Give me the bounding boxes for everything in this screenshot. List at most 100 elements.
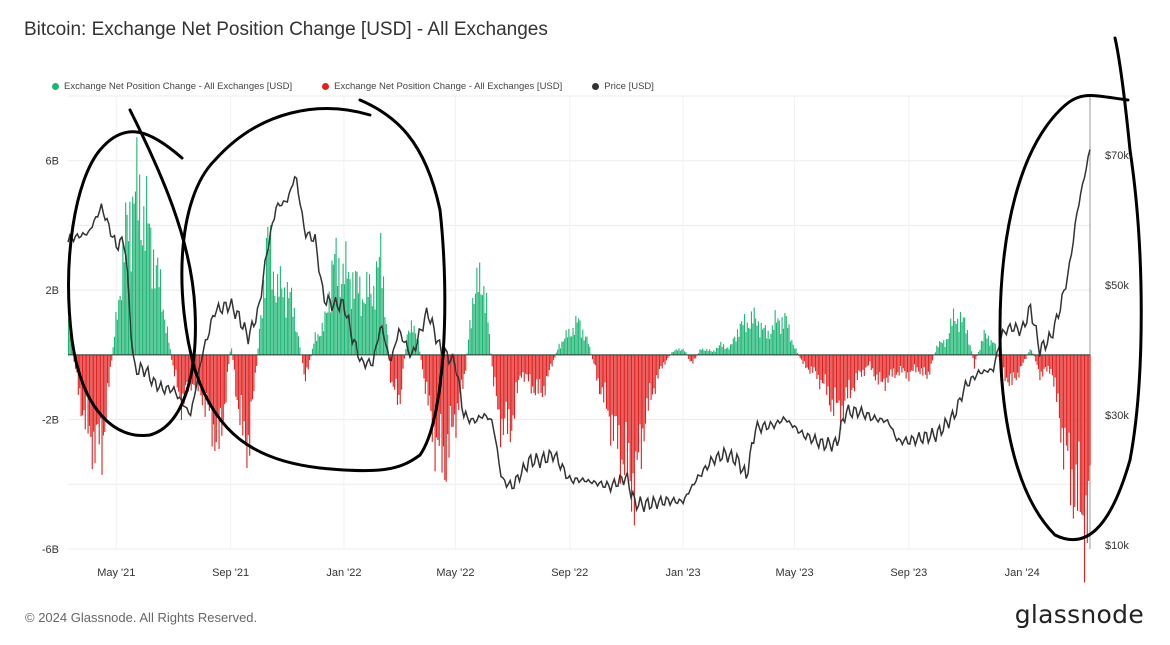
bar-inflow bbox=[257, 348, 259, 355]
bar-outflow bbox=[972, 354, 974, 358]
bar-outflow bbox=[90, 354, 92, 437]
bar-outflow bbox=[604, 354, 606, 383]
bar-inflow bbox=[745, 332, 747, 355]
bar-outflow bbox=[465, 354, 467, 371]
y-left-tick-label: -6B bbox=[42, 544, 59, 556]
bar-outflow bbox=[667, 354, 669, 359]
bar-outflow bbox=[242, 354, 244, 436]
bar-outflow bbox=[823, 354, 825, 384]
bar-outflow bbox=[821, 354, 824, 384]
bar-outflow bbox=[1036, 354, 1038, 365]
bar-inflow bbox=[939, 341, 941, 355]
bar-outflow bbox=[533, 354, 535, 393]
bar-outflow bbox=[530, 354, 532, 394]
bar-outflow bbox=[1076, 354, 1079, 511]
bar-outflow bbox=[1040, 354, 1042, 372]
bar-outflow bbox=[653, 354, 655, 389]
bar-outflow bbox=[812, 354, 814, 373]
chart-legend: Exchange Net Position Change - All Excha… bbox=[52, 81, 684, 92]
bar-outflow bbox=[632, 354, 634, 474]
bar-outflow bbox=[304, 354, 307, 382]
bar-inflow bbox=[736, 329, 739, 355]
x-tick-label: Jan '24 bbox=[1005, 567, 1040, 579]
bar-outflow bbox=[536, 354, 538, 380]
bar-outflow bbox=[898, 354, 900, 376]
bar-outflow bbox=[806, 354, 808, 368]
bar-inflow bbox=[72, 352, 74, 355]
legend-swatch-red bbox=[322, 83, 330, 90]
bar-inflow bbox=[766, 338, 768, 355]
bar-outflow bbox=[629, 354, 631, 482]
bar-inflow bbox=[148, 223, 150, 355]
bar-outflow bbox=[852, 354, 854, 388]
bar-inflow bbox=[936, 345, 938, 355]
bar-inflow bbox=[151, 288, 153, 355]
bar-outflow bbox=[647, 354, 649, 411]
bar-inflow bbox=[704, 350, 706, 355]
bar-outflow bbox=[643, 354, 645, 442]
bar-outflow bbox=[506, 354, 509, 435]
bar-inflow bbox=[285, 317, 287, 355]
bar-inflow bbox=[314, 332, 316, 355]
bar-inflow bbox=[130, 271, 132, 355]
bar-outflow bbox=[175, 354, 177, 370]
legend-item-outflow[interactable]: Exchange Net Position Change - All Excha… bbox=[322, 81, 562, 92]
bar-outflow bbox=[817, 354, 819, 375]
bar-inflow bbox=[296, 332, 298, 355]
bar-inflow bbox=[147, 223, 149, 355]
bar-inflow bbox=[320, 335, 322, 355]
legend-item-price[interactable]: Price [USD] bbox=[592, 81, 654, 92]
bar-outflow bbox=[622, 354, 624, 465]
bar-inflow bbox=[748, 327, 750, 355]
bar-inflow bbox=[162, 309, 164, 355]
bar-inflow bbox=[120, 300, 123, 355]
bar-inflow bbox=[982, 341, 984, 355]
bar-outflow bbox=[1054, 354, 1056, 378]
bar-outflow bbox=[448, 354, 450, 458]
bar-outflow bbox=[108, 354, 110, 387]
bar-inflow bbox=[153, 249, 155, 355]
bar-inflow bbox=[342, 263, 344, 355]
bar-outflow bbox=[915, 354, 917, 373]
bar-inflow bbox=[408, 330, 410, 355]
bar-inflow bbox=[267, 226, 269, 355]
bar-outflow bbox=[856, 354, 858, 380]
bar-outflow bbox=[1008, 354, 1010, 386]
bar-outflow bbox=[813, 354, 815, 368]
bar-inflow bbox=[575, 315, 577, 355]
bar-inflow bbox=[387, 334, 389, 355]
bar-inflow bbox=[573, 334, 575, 355]
bar-outflow bbox=[911, 354, 913, 371]
y-left-tick-label: 6B bbox=[46, 156, 59, 168]
bar-outflow bbox=[178, 354, 180, 392]
bar-inflow bbox=[260, 315, 262, 355]
bar-outflow bbox=[650, 354, 652, 400]
legend-item-inflow[interactable]: Exchange Net Position Change - All Excha… bbox=[52, 81, 292, 92]
bar-outflow bbox=[900, 354, 902, 366]
bar-outflow bbox=[668, 354, 670, 357]
bar-inflow bbox=[948, 333, 950, 355]
bar-outflow bbox=[455, 354, 457, 438]
bar-inflow bbox=[709, 349, 711, 355]
bar-outflow bbox=[600, 354, 602, 395]
bar-outflow bbox=[1012, 354, 1014, 373]
bar-inflow bbox=[362, 299, 364, 355]
x-tick-label: Sep '22 bbox=[551, 567, 588, 579]
bar-inflow bbox=[263, 279, 265, 355]
bar-outflow bbox=[109, 354, 111, 367]
bar-outflow bbox=[637, 354, 640, 453]
bar-outflow bbox=[212, 354, 215, 425]
bar-outflow bbox=[250, 354, 252, 402]
bar-inflow bbox=[562, 341, 564, 355]
bar-inflow bbox=[363, 302, 365, 355]
bar-outflow bbox=[550, 354, 552, 364]
bar-outflow bbox=[1042, 354, 1044, 377]
x-tick-label: May '23 bbox=[775, 567, 813, 579]
bar-outflow bbox=[1046, 354, 1048, 372]
bar-outflow bbox=[594, 354, 596, 366]
x-tick-label: May '21 bbox=[97, 567, 135, 579]
bar-outflow bbox=[251, 354, 254, 400]
bar-outflow bbox=[1021, 354, 1023, 366]
bar-inflow bbox=[129, 201, 131, 355]
bar-outflow bbox=[834, 354, 836, 388]
